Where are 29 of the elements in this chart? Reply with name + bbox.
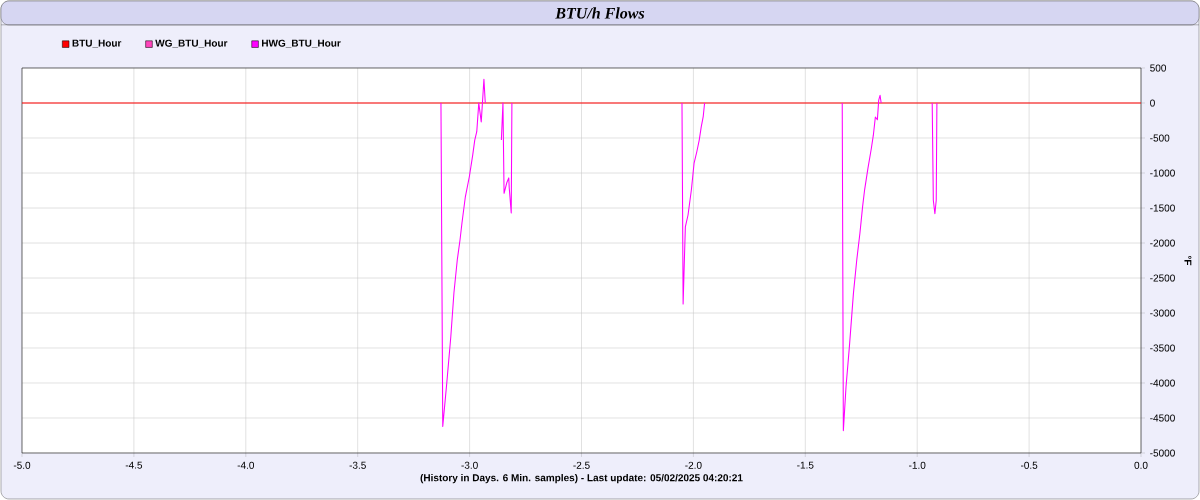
x-tick-label: -4.5 <box>125 461 143 469</box>
y-tick-label: -1000 <box>1150 169 1175 177</box>
y-axis-title: °F <box>1184 255 1192 266</box>
y-tick-label: -500 <box>1150 134 1170 142</box>
y-tick-label: 0 <box>1150 99 1155 107</box>
y-tick-label: -1500 <box>1150 204 1175 212</box>
x-tick-label: -2.5 <box>573 461 590 469</box>
y-tick-label: -3000 <box>1150 309 1175 317</box>
legend-label: WG_BTU_Hour <box>155 39 228 48</box>
legend-label: HWG_BTU_Hour <box>262 39 341 48</box>
x-axis-title: (History in Days. 6 Min. samples) - Last update: 05/02/2025 04:20:21 <box>420 473 743 484</box>
x-tick-label: -1.0 <box>909 461 926 469</box>
y-tick-label: 500 <box>1150 64 1167 72</box>
x-tick-label: -2.0 <box>685 461 702 469</box>
x-tick-label: -4.0 <box>237 461 255 469</box>
x-tick-label: 0.0 <box>1134 461 1148 469</box>
x-tick-label: -0.5 <box>1020 461 1038 469</box>
y-tick-label: -4500 <box>1150 414 1175 422</box>
y-tick-label: -2500 <box>1150 274 1175 282</box>
x-tick-label: -5.0 <box>13 461 31 469</box>
chart-title: BTU/h Flows <box>555 7 645 19</box>
x-tick-label: -3.5 <box>349 461 366 469</box>
y-tick-label: -5000 <box>1150 449 1175 457</box>
x-tick-label: -3.0 <box>461 461 478 469</box>
y-tick-label: -2000 <box>1150 239 1175 247</box>
y-tick-label: -4000 <box>1150 379 1175 387</box>
legend-label: BTU_Hour <box>72 39 122 48</box>
y-tick-label: -3500 <box>1150 344 1175 352</box>
x-tick-label: -1.5 <box>797 461 814 469</box>
